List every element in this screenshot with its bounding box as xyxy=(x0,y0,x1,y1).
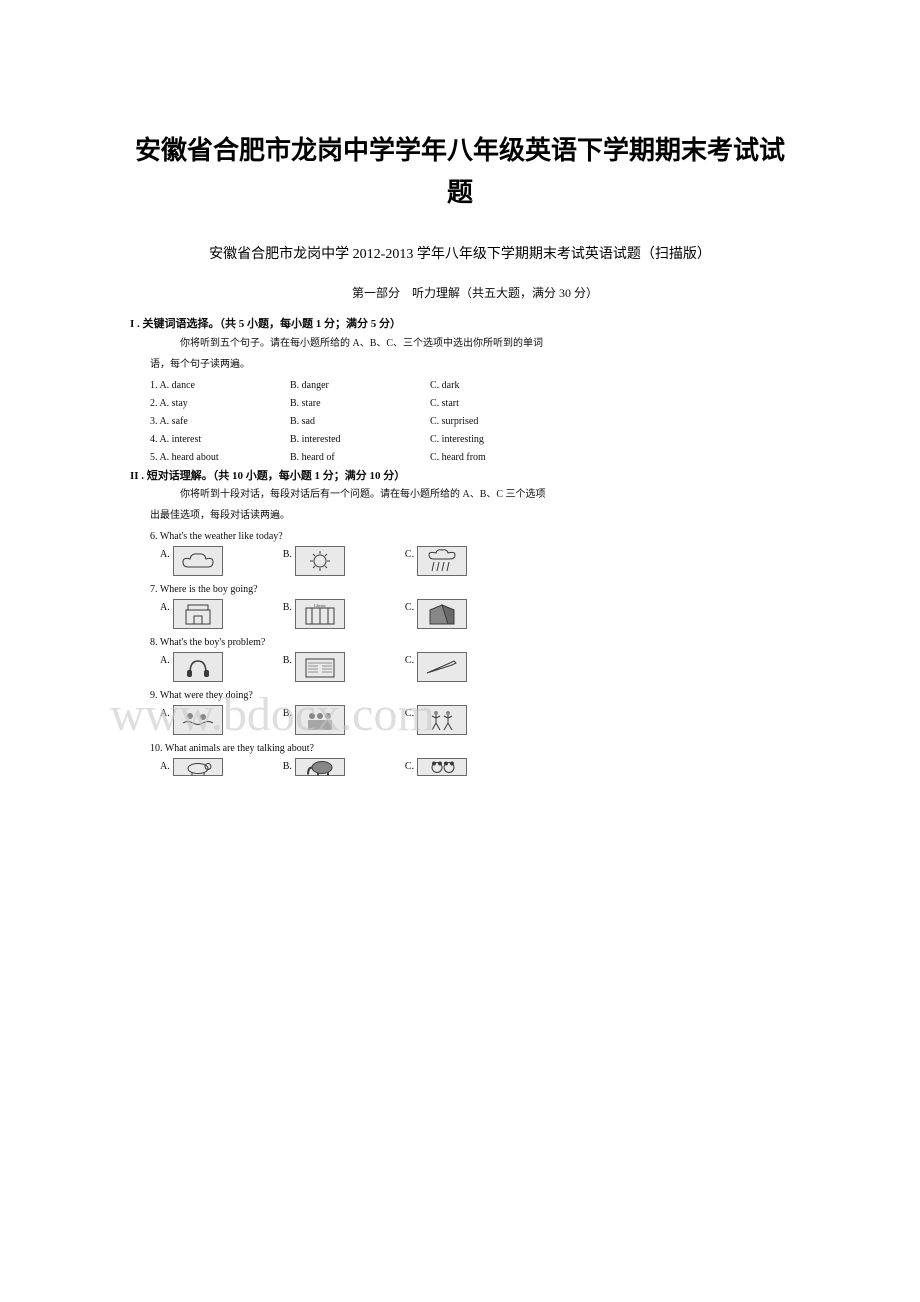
q9-option-b: B. xyxy=(283,705,345,735)
section2-instruction1: 你将听到十段对话，每段对话后有一个问题。请在每小题所给的 A、B、C 三个选项 xyxy=(180,486,820,504)
q9-option-c: C. xyxy=(405,705,467,735)
library-icon: Library xyxy=(295,599,345,629)
pen-icon xyxy=(417,652,467,682)
q8-option-b: B. xyxy=(283,652,345,682)
q3-b: B. sad xyxy=(290,413,430,431)
q6-options: A. B. C. xyxy=(160,546,820,576)
title-line-1: 安徽省合肥市龙岗中学学年八年级英语下学期期末考试试 xyxy=(135,136,785,165)
q8-option-c: C. xyxy=(405,652,467,682)
q5-c: C. heard from xyxy=(430,449,570,467)
q9-options: A. B. C. xyxy=(160,705,820,735)
cloud-icon xyxy=(173,546,223,576)
q4-c: C. interesting xyxy=(430,431,570,449)
q5-num-a: 5. A. heard about xyxy=(150,449,290,467)
q7-option-b: B. Library xyxy=(283,599,345,629)
rain-icon xyxy=(417,546,467,576)
newspaper-icon xyxy=(295,652,345,682)
q3-num-a: 3. A. safe xyxy=(150,413,290,431)
question-2: 2. A. stay B. stare C. start xyxy=(150,395,820,413)
question-1: 1. A. dance B. danger C. dark xyxy=(150,377,820,395)
question-10: 10. What animals are they talking about? xyxy=(150,740,820,758)
q8-options: A. B. C. xyxy=(160,652,820,682)
q2-num-a: 2. A. stay xyxy=(150,395,290,413)
section2-title: II . 短对话理解。（共 10 小题，每小题 1 分；满分 10 分） xyxy=(130,467,820,487)
q6-option-a: A. xyxy=(160,546,223,576)
sun-icon xyxy=(295,546,345,576)
q10-option-b: B. xyxy=(283,758,345,776)
section2-instruction2: 出最佳选项，每段对话读两遍。 xyxy=(150,507,820,525)
section1-instruction2: 语，每个句子读两遍。 xyxy=(150,356,820,374)
store-icon xyxy=(173,599,223,629)
q8-option-a: A. xyxy=(160,652,223,682)
title-line-2: 题 xyxy=(447,178,473,207)
q7-option-a: A. xyxy=(160,599,223,629)
q1-c: C. dark xyxy=(430,377,570,395)
question-8: 8. What's the boy's problem? xyxy=(150,634,820,652)
document-title: 安徽省合肥市龙岗中学学年八年级英语下学期期末考试试 题 xyxy=(100,130,820,213)
q2-c: C. start xyxy=(430,395,570,413)
panda-icon xyxy=(417,758,467,776)
elephant-icon xyxy=(295,758,345,776)
section1-title: I . 关键词语选择。（共 5 小题，每小题 1 分；满分 5 分） xyxy=(130,315,820,335)
q6-option-b: B. xyxy=(283,546,345,576)
dancing-icon xyxy=(417,705,467,735)
section1-instruction1: 你将听到五个句子。请在每小题所给的 A、B、C、三个选项中选出你所听到的单词 xyxy=(180,335,820,353)
document-subtitle: 安徽省合肥市龙岗中学 2012-2013 学年八年级下学期期末考试英语试题（扫描… xyxy=(100,243,820,263)
q1-b: B. danger xyxy=(290,377,430,395)
question-7: 7. Where is the boy going? xyxy=(150,581,820,599)
q4-num-a: 4. A. interest xyxy=(150,431,290,449)
building-icon xyxy=(417,599,467,629)
q1-num-a: 1. A. dance xyxy=(150,377,290,395)
q10-option-a: A. xyxy=(160,758,223,776)
dog-icon xyxy=(173,758,223,776)
svg-text:Library: Library xyxy=(314,603,326,608)
headphones-icon xyxy=(173,652,223,682)
swimming-icon xyxy=(173,705,223,735)
exam-paper-scan: 第一部分 听力理解（共五大题，满分 30 分） I . 关键词语选择。（共 5 … xyxy=(130,283,820,776)
q7-option-c: C. xyxy=(405,599,467,629)
question-4: 4. A. interest B. interested C. interest… xyxy=(150,431,820,449)
q10-options: A. B. C. xyxy=(160,758,820,776)
q7-options: A. B. Library C. xyxy=(160,599,820,629)
q6-option-c: C. xyxy=(405,546,467,576)
group-icon xyxy=(295,705,345,735)
q10-option-c: C. xyxy=(405,758,467,776)
question-3: 3. A. safe B. sad C. surprised xyxy=(150,413,820,431)
q2-b: B. stare xyxy=(290,395,430,413)
question-6: 6. What's the weather like today? xyxy=(150,528,820,546)
part1-header: 第一部分 听力理解（共五大题，满分 30 分） xyxy=(130,283,820,305)
q5-b: B. heard of xyxy=(290,449,430,467)
q3-c: C. surprised xyxy=(430,413,570,431)
question-5: 5. A. heard about B. heard of C. heard f… xyxy=(150,449,820,467)
q9-option-a: A. xyxy=(160,705,223,735)
question-9: 9. What were they doing? xyxy=(150,687,820,705)
q4-b: B. interested xyxy=(290,431,430,449)
